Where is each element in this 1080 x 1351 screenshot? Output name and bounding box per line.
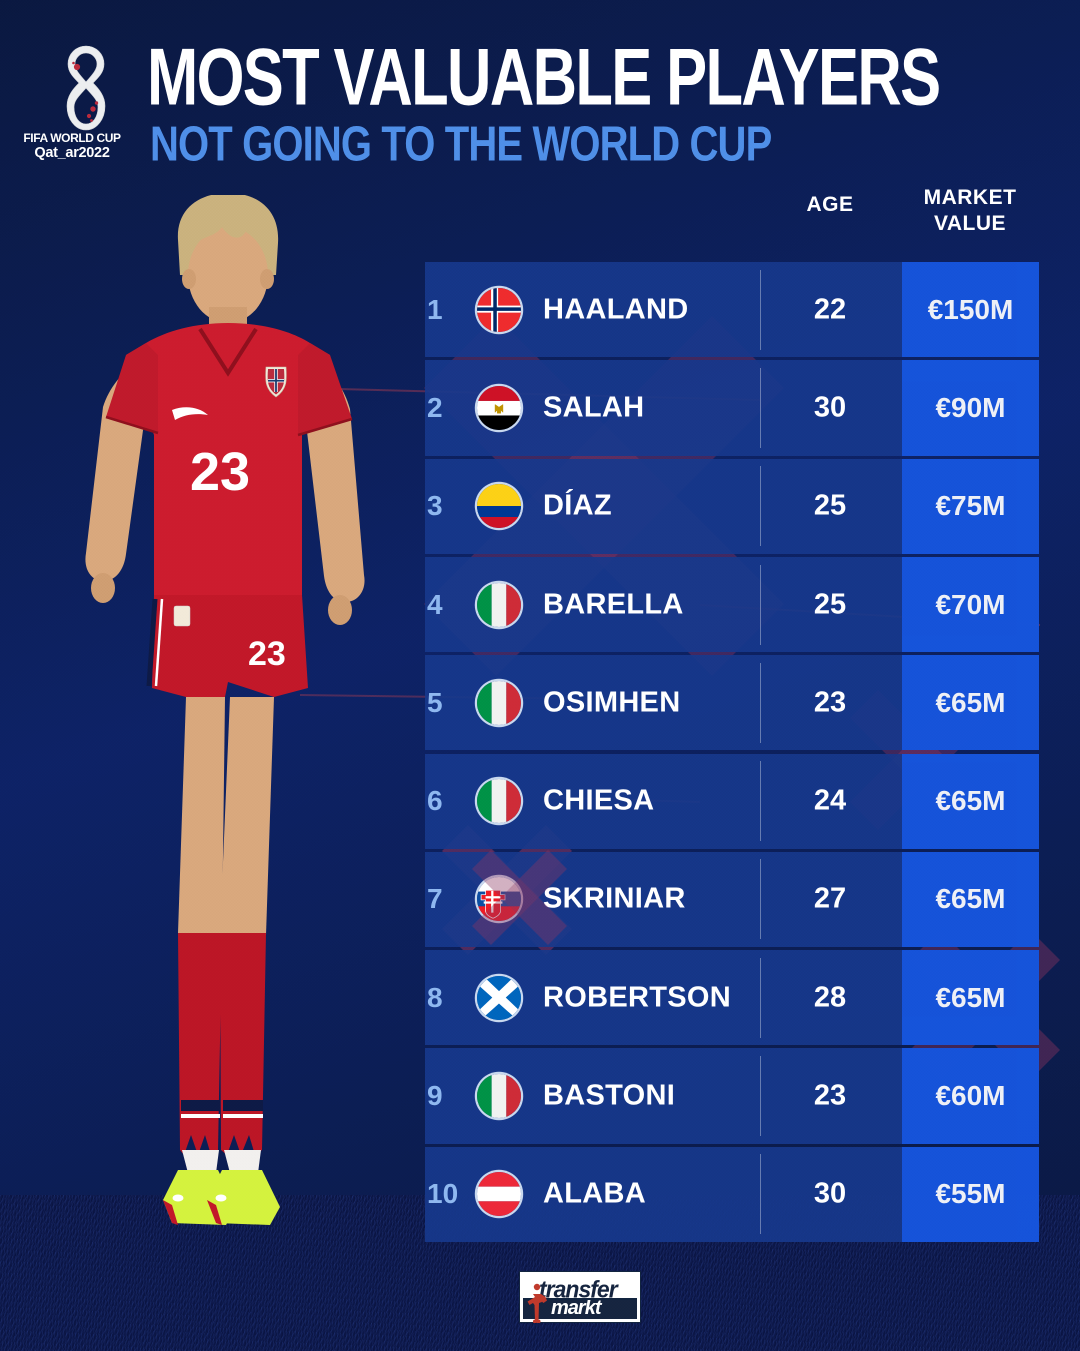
svg-text:23: 23 — [248, 635, 286, 673]
svg-text:23: 23 — [190, 442, 250, 502]
